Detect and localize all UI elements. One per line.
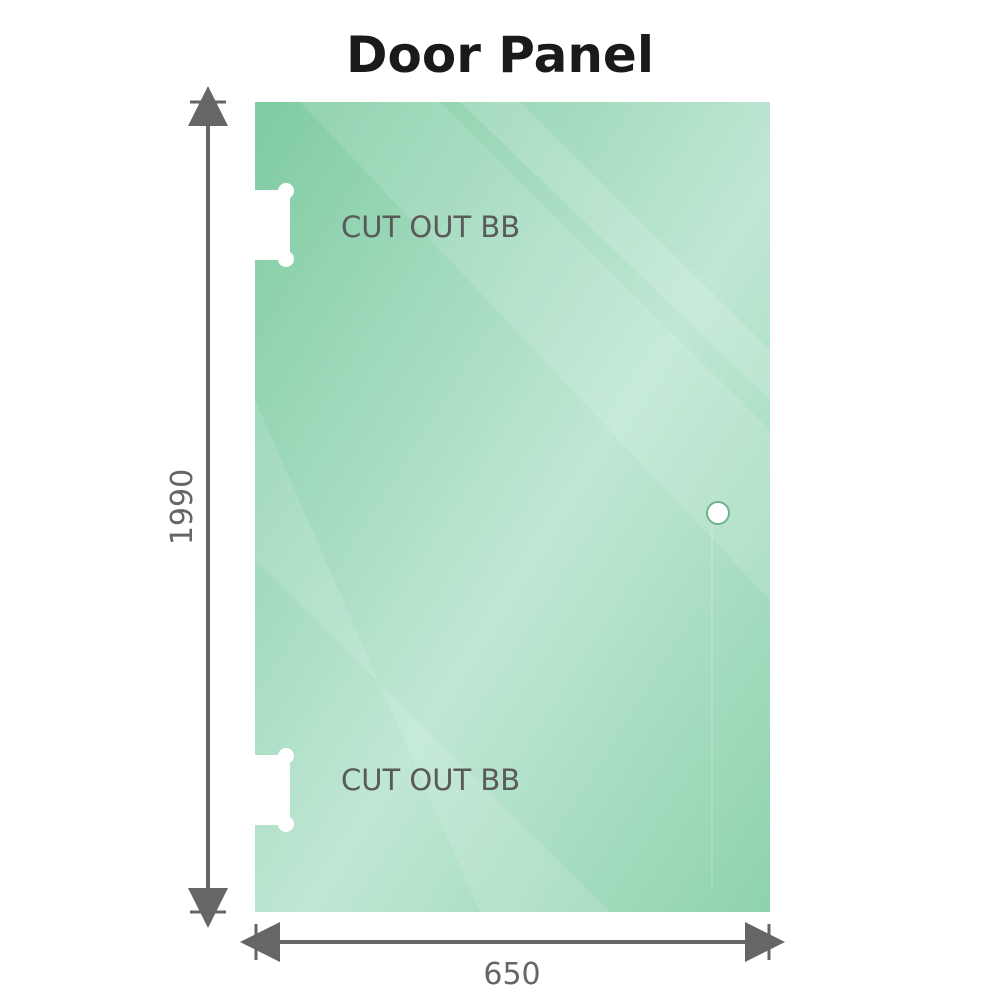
cutout-bottom bbox=[250, 748, 294, 832]
page-title: Door Panel bbox=[346, 26, 654, 84]
glass-panel bbox=[255, 102, 770, 912]
handle-hole bbox=[706, 501, 730, 525]
cutout-label-top: CUT OUT BB bbox=[341, 210, 520, 244]
width-dimension-line bbox=[240, 922, 785, 962]
cutout-top bbox=[250, 183, 294, 267]
cutout-label-bottom: CUT OUT BB bbox=[341, 763, 520, 797]
height-dimension: 1990 bbox=[165, 469, 200, 545]
height-dimension-line bbox=[188, 86, 228, 928]
width-dimension: 650 bbox=[483, 957, 540, 992]
